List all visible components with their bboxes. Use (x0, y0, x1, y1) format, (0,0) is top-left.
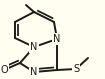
Text: N: N (53, 34, 61, 44)
Text: N: N (30, 67, 38, 77)
Text: O: O (0, 65, 8, 75)
Text: S: S (73, 64, 79, 74)
Text: N: N (30, 42, 38, 52)
